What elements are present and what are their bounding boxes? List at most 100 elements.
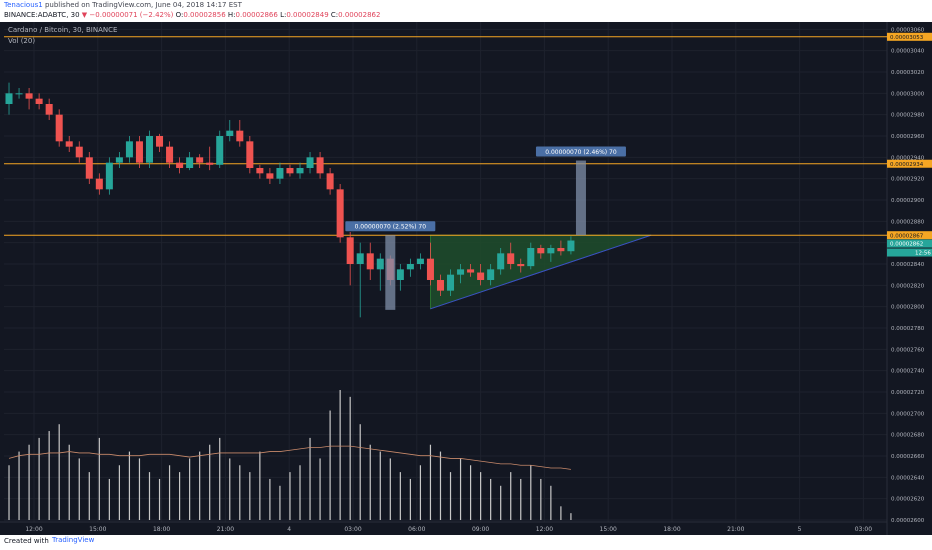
candle-body xyxy=(406,264,414,270)
volume-bar xyxy=(168,465,171,520)
candle-body xyxy=(216,136,224,165)
symbol-label: BINANCE:ADABTC, 30 xyxy=(4,11,80,19)
volume-bar xyxy=(560,506,562,520)
y-tick-label: 0.00002660 xyxy=(891,454,925,460)
publish-line: Tenacious1 published on TradingView.com,… xyxy=(4,1,242,9)
candle-body xyxy=(326,173,334,190)
y-tick-label: 0.00002920 xyxy=(891,177,925,183)
candle-body xyxy=(537,248,545,254)
y-tick-label: 0.00002640 xyxy=(891,475,925,481)
candle-body xyxy=(105,162,113,190)
candle-body xyxy=(25,93,33,99)
ohlc-line: BINANCE:ADABTC, 30 ▼ −0.00000071 (−2.42%… xyxy=(4,11,380,19)
candle-body xyxy=(95,178,103,190)
open-value: 0.00002856 xyxy=(183,11,226,19)
candle-body xyxy=(75,146,83,158)
volume-bar xyxy=(118,465,120,520)
volume-bar xyxy=(289,472,291,520)
price-tag xyxy=(887,239,932,248)
candle-body xyxy=(236,130,244,142)
volume-bar xyxy=(550,485,552,520)
volume-bar xyxy=(570,513,572,520)
volume-bar xyxy=(409,478,411,520)
x-tick-label: 12:00 xyxy=(25,526,42,533)
candle-body xyxy=(226,130,234,136)
volume-bar xyxy=(58,424,60,520)
x-tick-label: 12:00 xyxy=(536,526,553,533)
volume-bar xyxy=(339,390,341,520)
volume-bar xyxy=(520,478,522,520)
level-tag xyxy=(887,231,932,240)
volume-bar xyxy=(108,478,110,520)
tradingview-logo[interactable]: TradingView xyxy=(52,536,95,544)
candle-body xyxy=(306,157,314,168)
y-tick-label: 0.00002720 xyxy=(891,390,925,396)
y-tick-label: 0.00002900 xyxy=(891,198,925,204)
candle-body xyxy=(166,146,174,163)
candle-body xyxy=(156,136,164,147)
countdown-label: 12:56 xyxy=(915,251,931,257)
candle-body xyxy=(396,269,404,280)
volume-bar xyxy=(329,410,331,520)
measure-bar xyxy=(385,235,396,310)
y-tick-label: 0.00002880 xyxy=(891,219,925,225)
candle-body xyxy=(276,168,284,179)
volume-bar xyxy=(500,485,502,520)
y-tick-label: 0.00002780 xyxy=(891,326,925,332)
volume-bar xyxy=(259,451,261,520)
candle-body xyxy=(567,240,575,252)
volume-bar xyxy=(540,478,542,520)
volume-bar xyxy=(459,458,462,520)
close-value: 0.00002862 xyxy=(338,11,381,19)
volume-bar xyxy=(419,465,422,520)
volume-bar xyxy=(78,458,80,520)
volume-bar xyxy=(88,472,90,520)
candle-body xyxy=(35,98,43,104)
candle-body xyxy=(176,162,184,168)
x-tick-label: 09:00 xyxy=(472,526,489,533)
candle-body xyxy=(316,157,324,174)
x-tick-label: 21:00 xyxy=(217,526,234,533)
candle-body xyxy=(426,258,434,280)
y-tick-label: 0.00003020 xyxy=(891,70,925,76)
volume-bar xyxy=(178,472,181,520)
volume-bar xyxy=(439,451,442,520)
volume-ma-line xyxy=(8,445,571,470)
candle-body xyxy=(336,189,344,238)
high-value: 0.00002866 xyxy=(235,11,278,19)
volume-bar xyxy=(8,465,10,520)
candle-body xyxy=(206,162,214,165)
author-link[interactable]: Tenacious1 xyxy=(4,1,43,9)
chart-area[interactable]: 12:00 15:00 18:00 21:00 4 03:00 06:00 09:00 12:0… xyxy=(0,22,932,535)
candle-body xyxy=(15,93,23,95)
volume-bar xyxy=(158,478,161,520)
triangle-support-line xyxy=(430,234,652,310)
x-tick-label: 03:00 xyxy=(344,526,361,533)
candle-body xyxy=(507,253,515,264)
volume-bar xyxy=(359,424,361,520)
candle-body xyxy=(65,141,73,147)
level-tag-label: 0.00002934 xyxy=(890,162,924,168)
countdown-tag xyxy=(887,248,932,257)
candle-body xyxy=(115,157,123,163)
volume-bar xyxy=(48,431,50,520)
candle-body xyxy=(376,258,384,270)
y-tick-label: 0.00002600 xyxy=(891,518,925,524)
candlestick-chart[interactable]: 12:00 15:00 18:00 21:00 4 03:00 06:00 09:00 12:0… xyxy=(0,22,932,535)
measure-label: 0.00000070 (2.46%) 70 xyxy=(545,149,617,156)
y-tick-label: 0.00002620 xyxy=(891,497,925,503)
volume-bar xyxy=(279,485,281,520)
low-value: 0.00002849 xyxy=(286,11,329,19)
y-tick-label: 0.00002960 xyxy=(891,134,925,140)
legend-volume: Vol (20) xyxy=(8,37,36,45)
measure-bar xyxy=(575,160,586,236)
volume-bar xyxy=(269,478,271,520)
y-tick-label: 0.00002940 xyxy=(891,155,925,161)
level-tag-label: 0.00003053 xyxy=(890,35,924,41)
x-tick-label: 4 xyxy=(287,526,291,533)
candle-body xyxy=(256,168,264,174)
volume-bar xyxy=(189,458,191,520)
x-tick-label: 06:00 xyxy=(408,526,425,533)
volume-bar xyxy=(490,478,492,520)
x-tick-label: 18:00 xyxy=(153,526,170,533)
